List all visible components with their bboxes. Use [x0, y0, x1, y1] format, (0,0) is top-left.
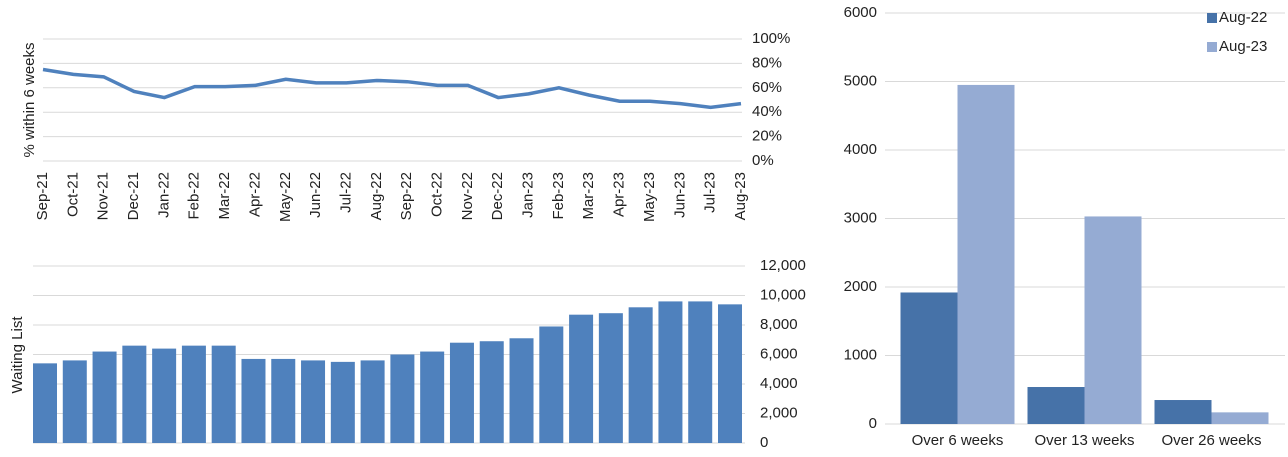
legend-swatch [1207, 13, 1217, 23]
x-tick-label: Nov-21 [95, 172, 112, 220]
line [42, 67, 742, 110]
bar [390, 354, 415, 443]
bar [449, 342, 474, 443]
x-tick-label: Jul-23 [702, 172, 719, 213]
x-tick-label: Jan-23 [520, 172, 537, 218]
bar [539, 326, 564, 443]
y-tick-label: 6000 [844, 4, 877, 21]
bar [1211, 412, 1269, 424]
x-tick-label: Over 6 weeks [912, 432, 1004, 449]
bar [420, 351, 445, 443]
x-tick-label: Jan-22 [155, 172, 172, 218]
bar [718, 304, 742, 443]
bar [211, 345, 236, 443]
bar [1154, 400, 1212, 424]
bar [509, 338, 534, 443]
x-tick-label: Sep-21 [34, 172, 51, 220]
x-tick-label: Oct-22 [428, 172, 445, 217]
legend-swatch [1207, 42, 1217, 52]
y-tick-label: 100% [752, 30, 790, 47]
y-tick-label: 10,000 [760, 286, 806, 303]
x-tick-label: Sep-22 [398, 172, 415, 220]
bar [271, 358, 296, 443]
y-tick-label: 80% [752, 54, 782, 71]
bar [1027, 387, 1085, 424]
x-tick-label: May-22 [277, 172, 294, 222]
y-tick-label: 4000 [844, 141, 877, 158]
y-tick-label: 60% [752, 79, 782, 96]
bar [479, 341, 504, 443]
y-tick-label: 12,000 [760, 257, 806, 274]
bar [900, 292, 958, 424]
x-tick-label: Jul-22 [337, 172, 354, 213]
bar [62, 360, 87, 443]
bar [1084, 216, 1142, 424]
bar [330, 361, 355, 443]
x-tick-label: Mar-22 [216, 172, 233, 220]
x-tick-label: Aug-22 [368, 172, 385, 220]
x-tick-label: Over 26 weeks [1161, 432, 1261, 449]
y-tick-label: 3000 [844, 209, 877, 226]
y-tick-label: 4,000 [760, 375, 798, 392]
y-tick-label: 0 [760, 434, 768, 451]
x-tick-label: Over 13 weeks [1034, 432, 1134, 449]
bar [33, 363, 57, 443]
y-tick-label: 20% [752, 128, 782, 145]
x-tick-label: Feb-22 [186, 172, 203, 220]
bar [658, 301, 683, 443]
x-tick-label: Mar-23 [580, 172, 597, 220]
y-tick-label: 2,000 [760, 404, 798, 421]
x-tick-label: Apr-22 [246, 172, 263, 217]
bar [569, 314, 594, 443]
y-tick-label: 2000 [844, 278, 877, 295]
bar [241, 358, 266, 443]
bar [122, 345, 147, 443]
legend-label: Aug-22 [1219, 9, 1267, 26]
x-tick-label: Dec-21 [125, 172, 142, 220]
bar [688, 301, 713, 443]
bar [152, 348, 177, 443]
y-axis-label: % within 6 weeks [21, 42, 38, 157]
y-tick-label: 6,000 [760, 345, 798, 362]
x-tick-label: Jun-22 [307, 172, 324, 218]
y-axis-label: Waiting List [9, 316, 26, 394]
bar [181, 345, 206, 443]
x-tick-label: Jun-23 [671, 172, 688, 218]
y-tick-label: 5000 [844, 72, 877, 89]
y-tick-label: 40% [752, 103, 782, 120]
y-tick-label: 0% [752, 152, 774, 169]
bar [598, 313, 623, 443]
x-tick-label: Nov-22 [459, 172, 476, 220]
x-tick-label: Dec-22 [489, 172, 506, 220]
x-tick-label: May-23 [641, 172, 658, 222]
bar [360, 360, 385, 443]
bar [957, 84, 1015, 425]
y-tick-label: 1000 [844, 346, 877, 363]
y-tick-label: 0 [869, 415, 877, 432]
bar [628, 307, 653, 443]
bar [301, 360, 326, 443]
x-tick-label: Feb-23 [550, 172, 567, 220]
x-tick-label: Oct-21 [64, 172, 81, 217]
y-tick-label: 8,000 [760, 316, 798, 333]
x-tick-label: Aug-23 [732, 172, 749, 220]
legend-label: Aug-23 [1219, 38, 1267, 55]
x-tick-label: Apr-23 [611, 172, 628, 217]
bar [92, 351, 117, 443]
